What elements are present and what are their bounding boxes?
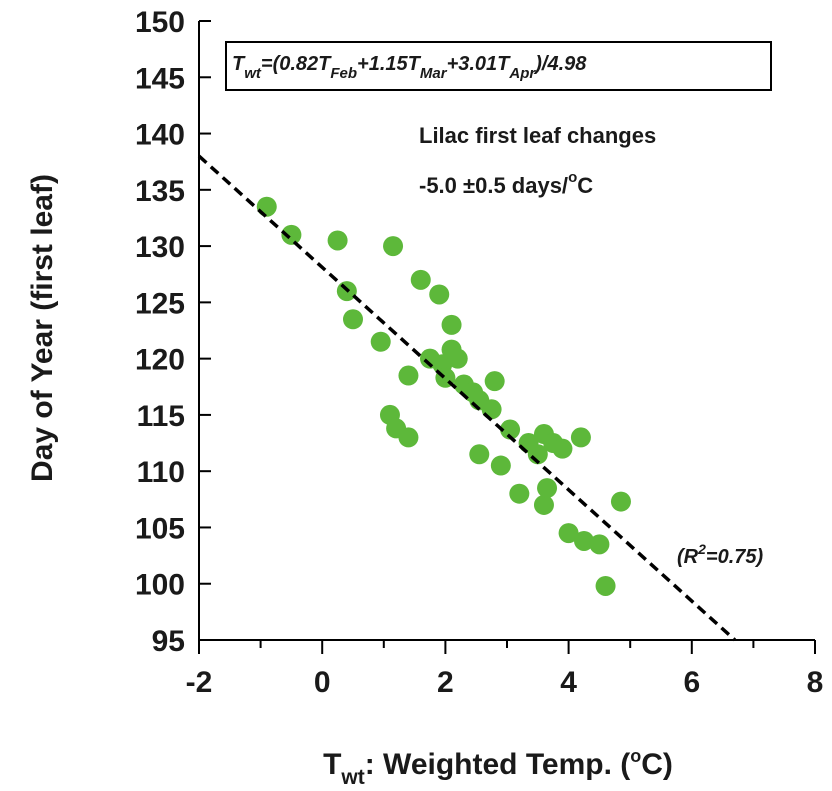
y-tick-label: 115 <box>137 400 185 433</box>
data-point <box>574 530 594 551</box>
y-tick-label: 135 <box>135 175 185 208</box>
data-point <box>570 427 591 448</box>
formula-box: Twt=(0.82TFeb+1.15TMar+3.01TApr)/4.98 <box>225 41 772 91</box>
data-point <box>484 371 505 392</box>
data-point <box>429 284 450 305</box>
y-tick-label: 110 <box>137 456 185 489</box>
y-tick-label: 145 <box>135 62 185 95</box>
scatter-points <box>256 196 631 596</box>
y-tick-label: 100 <box>135 569 185 602</box>
formula-text: Twt=(0.82TFeb+1.15TMar+3.01TApr)/4.98 <box>232 53 587 82</box>
x-ticks: -2 0 2 4 6 8 <box>186 640 824 699</box>
annotation-rate: -5.0 ±0.5 days/oC <box>419 169 593 198</box>
regression-line <box>197 154 737 642</box>
y-tick-label: 120 <box>135 344 185 377</box>
data-point <box>398 427 419 448</box>
x-axis-title: Twt: Weighted Temp. (oC) <box>323 746 673 789</box>
y-tick-label: 150 <box>135 6 185 39</box>
y-tick-label: 130 <box>135 231 185 264</box>
r-squared-label: (R2=0.75) <box>677 541 764 568</box>
data-point <box>383 236 404 257</box>
data-point <box>537 478 558 499</box>
data-point <box>500 419 521 440</box>
y-tick-label: 95 <box>152 625 185 658</box>
data-point <box>327 230 348 251</box>
x-tick-label: 4 <box>560 666 577 699</box>
data-point <box>281 224 302 245</box>
y-tick-label: 125 <box>135 287 185 320</box>
data-point <box>398 365 419 386</box>
formula-box-frame <box>225 41 772 91</box>
x-tick-label: 6 <box>683 666 700 699</box>
data-point <box>370 331 391 352</box>
y-tick-label: 105 <box>135 512 185 545</box>
x-tick-label: -2 <box>186 666 213 699</box>
data-point <box>595 575 616 596</box>
data-point <box>552 438 573 459</box>
y-ticks: 95 100 105 110 115 120 125 130 135 140 145 150 <box>135 6 211 658</box>
data-point <box>509 483 530 504</box>
data-point <box>256 196 277 217</box>
data-point <box>589 534 610 555</box>
data-point <box>610 491 631 512</box>
x-tick-label: 8 <box>807 666 824 699</box>
data-point <box>469 444 490 465</box>
x-tick-label: 0 <box>314 666 331 699</box>
data-point <box>447 348 468 369</box>
y-tick-label: 140 <box>135 119 185 152</box>
data-point <box>490 455 511 476</box>
annotation-title: Lilac first leaf changes <box>419 123 656 148</box>
data-point <box>343 309 363 330</box>
data-point <box>558 523 579 544</box>
data-point <box>441 314 462 335</box>
data-point <box>533 494 554 515</box>
y-axis-title: Day of Year (first leaf) <box>26 174 59 482</box>
x-tick-label: 2 <box>437 666 454 699</box>
data-point <box>410 269 431 290</box>
